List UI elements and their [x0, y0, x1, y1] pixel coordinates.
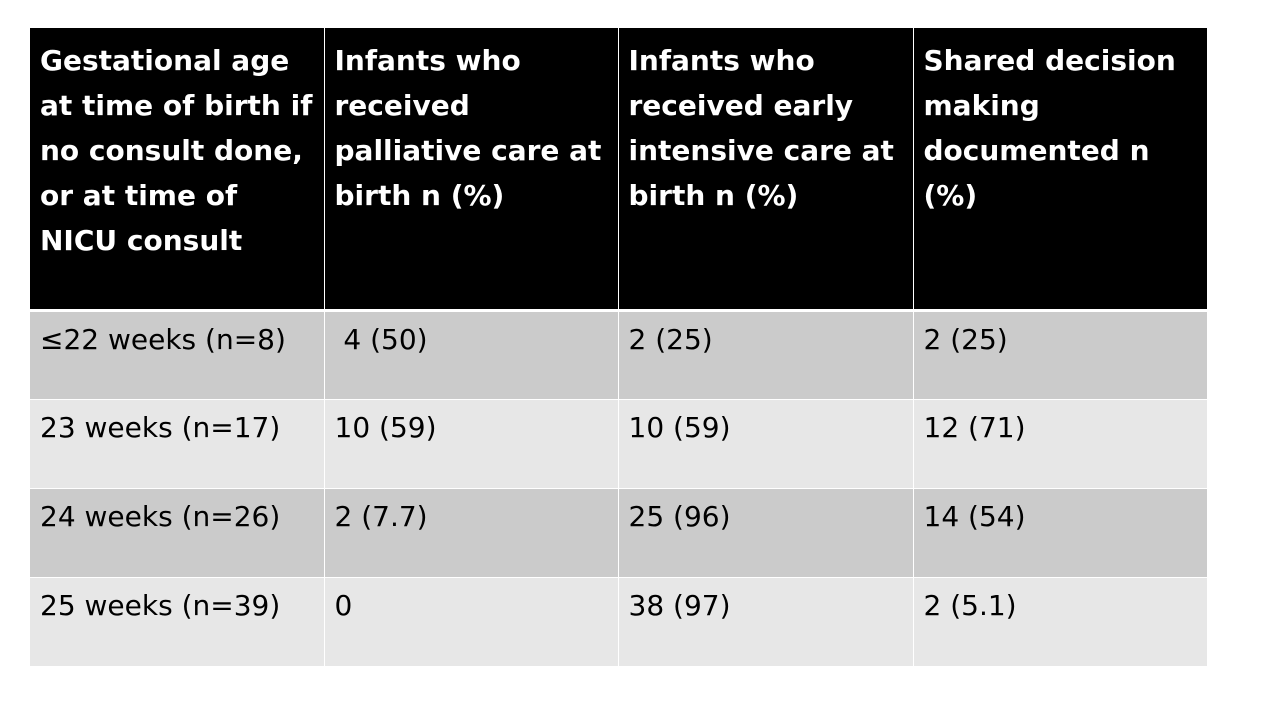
cell-shared-decision: 2 (5.1)	[912, 576, 1207, 666]
data-table: Gestational age at time of birth if no c…	[30, 28, 1207, 666]
cell-shared-decision: 14 (54)	[912, 487, 1207, 577]
table-row: ≤22 weeks (n=8) 4 (50) 2 (25) 2 (25)	[30, 309, 1207, 399]
header-intensive-care: Infants who received early intensive car…	[617, 28, 913, 312]
header-shared-decision: Shared decision making documented n (%)	[912, 28, 1207, 312]
cell-gestational-age: ≤22 weeks (n=8)	[30, 309, 324, 399]
cell-intensive-care: 25 (96)	[617, 487, 913, 577]
header-gestational-age: Gestational age at time of birth if no c…	[30, 28, 324, 312]
cell-palliative-care: 10 (59)	[323, 398, 618, 488]
cell-intensive-care: 2 (25)	[617, 309, 913, 399]
cell-palliative-care: 4 (50)	[323, 309, 618, 399]
cell-intensive-care: 10 (59)	[617, 398, 913, 488]
cell-palliative-care: 0	[323, 576, 618, 666]
cell-gestational-age: 25 weeks (n=39)	[30, 576, 324, 666]
table-row: 25 weeks (n=39) 0 38 (97) 2 (5.1)	[30, 576, 1207, 666]
table-row: 24 weeks (n=26) 2 (7.7) 25 (96) 14 (54)	[30, 487, 1207, 577]
header-row: Gestational age at time of birth if no c…	[30, 28, 1207, 312]
cell-gestational-age: 24 weeks (n=26)	[30, 487, 324, 577]
table-row: 23 weeks (n=17) 10 (59) 10 (59) 12 (71)	[30, 398, 1207, 488]
cell-palliative-care: 2 (7.7)	[323, 487, 618, 577]
header-palliative-care: Infants who received palliative care at …	[323, 28, 618, 312]
cell-intensive-care: 38 (97)	[617, 576, 913, 666]
cell-gestational-age: 23 weeks (n=17)	[30, 398, 324, 488]
cell-shared-decision: 2 (25)	[912, 309, 1207, 399]
cell-shared-decision: 12 (71)	[912, 398, 1207, 488]
